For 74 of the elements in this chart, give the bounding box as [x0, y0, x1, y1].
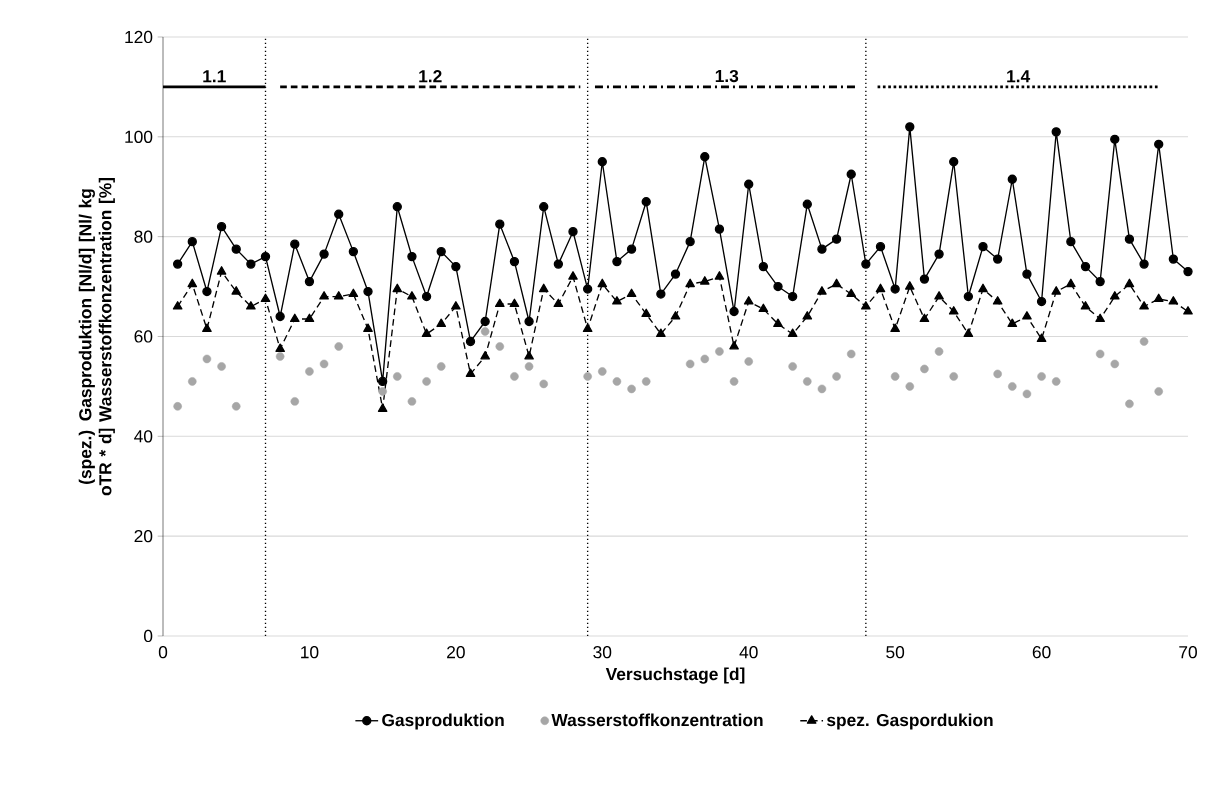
x-tick-label: 10: [301, 646, 319, 659]
y-tick-label: 0: [143, 629, 153, 643]
x-tick-label: 70: [1179, 646, 1197, 659]
point: [641, 377, 651, 386]
point: [685, 359, 695, 369]
point: [1008, 382, 1017, 391]
point: [1154, 387, 1163, 396]
x-tick-label: 60: [1032, 646, 1051, 659]
x-tick-label: 40: [739, 646, 758, 659]
point: [319, 359, 329, 369]
point: [1139, 337, 1149, 346]
legend-label: Wasserstoffkonzentration: [551, 713, 763, 727]
point: [480, 327, 490, 336]
point: [803, 377, 812, 386]
point: [393, 372, 402, 381]
point: [920, 364, 929, 374]
point: [495, 342, 505, 351]
x-tick-label: 20: [447, 646, 465, 659]
point: [934, 347, 944, 356]
y-tick-label: 40: [134, 430, 153, 443]
point: [1125, 399, 1134, 409]
y-tick-label: 20: [134, 530, 153, 543]
y-tick-label: 60: [134, 330, 153, 343]
annotation: 1.1: [203, 70, 226, 83]
point: [436, 362, 446, 371]
point: [334, 342, 343, 351]
point: [407, 397, 417, 406]
y-tick-label: 100: [125, 130, 153, 143]
point: [715, 347, 724, 356]
y-axis-title: (spez.) Gasproduktion [Nl/d] [Nl/ kg oTR * d] Wasserstoffkonzentration [%]: [78, 177, 115, 496]
point: [290, 397, 300, 406]
point: [583, 372, 592, 381]
point: [788, 362, 797, 371]
point: [817, 384, 827, 394]
x-tick-label: 50: [886, 646, 905, 659]
annotation: 1.2: [419, 70, 442, 83]
point: [627, 384, 636, 394]
point: [993, 369, 1002, 379]
point: [1095, 349, 1105, 359]
point: [1110, 359, 1120, 369]
point: [729, 377, 739, 386]
point: [231, 402, 241, 411]
point: [275, 352, 285, 361]
point: [305, 367, 314, 376]
point: [846, 349, 856, 359]
x-axis-title: Versuchstage [d]: [605, 667, 745, 684]
point: [173, 402, 182, 411]
point: [378, 387, 387, 396]
x-tick-label: 0: [158, 646, 168, 659]
y-tick-label: 120: [125, 30, 153, 44]
point: [202, 354, 212, 364]
legend-label: spez. Gaspordukion: [826, 713, 993, 730]
point: [217, 362, 226, 371]
y-tick-label: 80: [134, 230, 153, 243]
point: [890, 372, 900, 381]
x-tick-label: 30: [593, 646, 612, 659]
point: [422, 377, 431, 386]
point: [612, 377, 622, 386]
point: [1051, 377, 1061, 386]
legend-label: Gasproduktion: [382, 713, 504, 730]
point: [744, 357, 753, 366]
point: [510, 372, 519, 381]
point: [524, 362, 534, 371]
point: [1022, 389, 1032, 399]
annotation: 1.3: [715, 69, 739, 83]
annotation: 1.4: [1007, 70, 1031, 83]
point: [832, 372, 841, 381]
point: [598, 367, 607, 376]
point: [949, 372, 958, 381]
point: [700, 354, 710, 364]
point: [905, 382, 915, 391]
point: [539, 379, 548, 389]
point: [188, 377, 197, 386]
point: [1037, 372, 1046, 381]
